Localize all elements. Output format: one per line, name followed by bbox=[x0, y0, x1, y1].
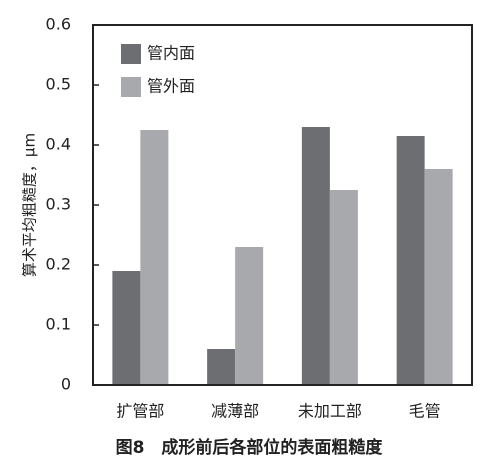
bar bbox=[235, 247, 264, 385]
y-tick-label: 0.1 bbox=[46, 315, 71, 334]
bar bbox=[329, 190, 358, 385]
y-axis-label: 算术平均粗糙度，μm bbox=[21, 133, 39, 277]
x-tick-label: 毛管 bbox=[409, 402, 441, 421]
y-tick-label: 0.2 bbox=[46, 255, 71, 274]
legend-swatch bbox=[121, 77, 141, 97]
bar bbox=[396, 136, 425, 385]
y-tick-label: 0.5 bbox=[46, 75, 71, 94]
legend-label: 管外面 bbox=[147, 77, 195, 96]
bar bbox=[424, 169, 453, 385]
y-tick-label: 0.4 bbox=[46, 135, 71, 154]
bar bbox=[112, 271, 141, 385]
x-tick-label: 扩管部 bbox=[116, 402, 164, 421]
y-tick-label: 0.3 bbox=[46, 195, 71, 214]
bar bbox=[207, 349, 236, 385]
legend-swatch bbox=[121, 44, 141, 64]
y-tick-label: 0 bbox=[61, 375, 71, 394]
chart-title: 图8 成形前后各部位的表面粗糙度 bbox=[116, 437, 384, 458]
x-tick-label: 未加工部 bbox=[298, 402, 362, 421]
bar bbox=[301, 127, 330, 385]
legend-label: 管内面 bbox=[147, 44, 195, 63]
bar bbox=[140, 130, 169, 385]
y-tick-label: 0.6 bbox=[46, 15, 71, 34]
plot-frame bbox=[92, 24, 473, 386]
x-tick-label: 减薄部 bbox=[211, 402, 259, 421]
